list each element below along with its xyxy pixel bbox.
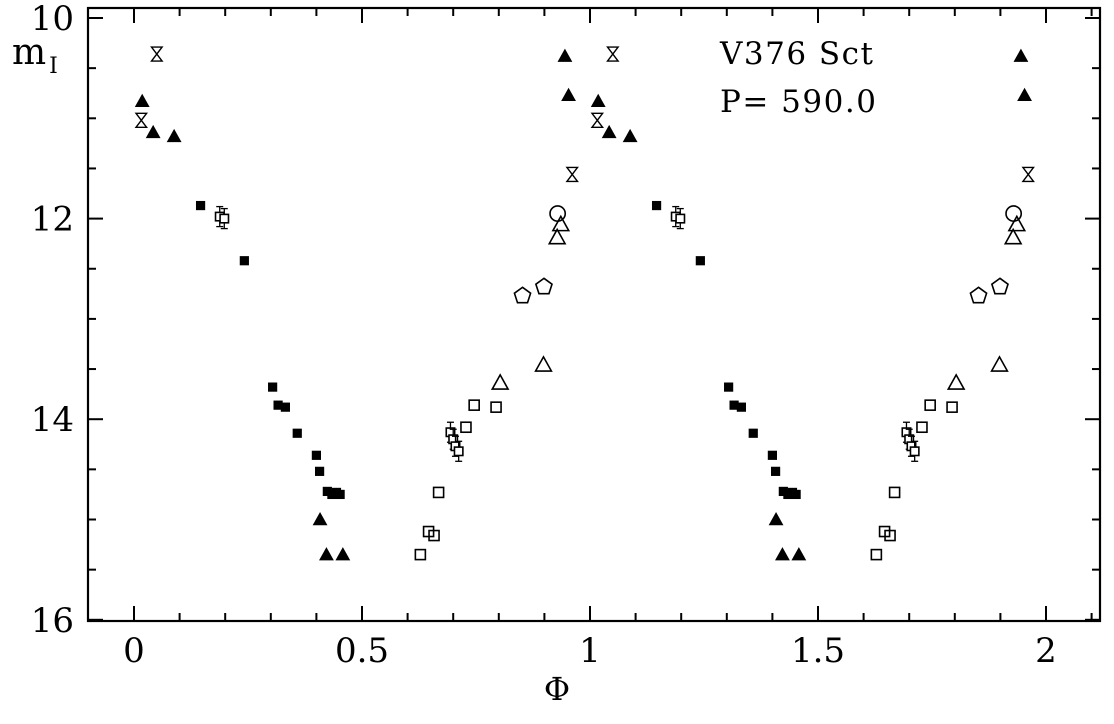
x-tick-label: 0 bbox=[123, 631, 145, 671]
marker-open-triangle bbox=[1003, 227, 1023, 245]
marker-open-pentagon bbox=[969, 286, 988, 304]
marker-hourglass bbox=[1021, 166, 1035, 183]
marker-filled-triangle bbox=[166, 128, 182, 143]
marker-open-triangle bbox=[946, 373, 966, 390]
marker-filled-square bbox=[335, 489, 345, 500]
marker-filled-square bbox=[280, 402, 290, 412]
plot-frame bbox=[86, 6, 1102, 623]
marker-open-triangle bbox=[547, 227, 567, 245]
marker-filled-triangle bbox=[557, 48, 573, 62]
marker-filled-square bbox=[724, 382, 734, 392]
marker-open-square bbox=[888, 486, 901, 499]
y-tick-label: 14 bbox=[31, 400, 74, 440]
x-tick-label: 0.5 bbox=[335, 631, 389, 671]
marker-filled-square bbox=[767, 450, 777, 460]
marker-filled-triangle bbox=[335, 547, 351, 561]
marker-hourglass bbox=[565, 166, 579, 183]
marker-filled-triangle bbox=[145, 124, 161, 139]
marker-open-square bbox=[870, 548, 883, 561]
marker-open-square-errorbar bbox=[453, 440, 464, 462]
y-tick-label: 12 bbox=[31, 200, 74, 240]
marker-open-circle bbox=[1005, 205, 1023, 222]
marker-filled-square bbox=[695, 256, 705, 266]
annotation: V376 Sct P= 590.0 bbox=[720, 30, 877, 126]
marker-open-pentagon bbox=[534, 277, 553, 295]
marker-open-square-errorbar bbox=[219, 207, 230, 230]
marker-open-square-errorbar bbox=[909, 440, 920, 462]
marker-filled-triangle bbox=[561, 87, 576, 102]
marker-open-square bbox=[490, 401, 502, 413]
marker-open-square bbox=[946, 401, 958, 413]
marker-filled-triangle bbox=[601, 124, 617, 139]
marker-filled-triangle bbox=[622, 128, 638, 143]
marker-filled-square bbox=[311, 450, 321, 460]
y-axis-label-sub: I bbox=[49, 54, 59, 79]
marker-filled-triangle bbox=[590, 93, 606, 108]
marker-open-triangle bbox=[990, 355, 1009, 372]
marker-open-square bbox=[432, 486, 445, 499]
marker-filled-triangle bbox=[134, 93, 150, 108]
y-tick-label: 16 bbox=[31, 601, 74, 641]
marker-hourglass bbox=[590, 112, 605, 129]
marker-hourglass bbox=[150, 46, 164, 62]
marker-open-square bbox=[460, 421, 472, 434]
marker-open-square bbox=[884, 529, 896, 542]
marker-filled-square bbox=[729, 400, 739, 410]
marker-filled-triangle bbox=[768, 512, 784, 526]
marker-open-circle bbox=[549, 205, 567, 222]
marker-filled-square bbox=[791, 489, 801, 500]
marker-filled-triangle bbox=[312, 512, 328, 526]
marker-filled-square bbox=[770, 466, 781, 476]
period-label: P= 590.0 bbox=[720, 84, 878, 121]
y-axis-label: mI bbox=[12, 32, 59, 79]
x-tick-label: 1.5 bbox=[791, 631, 845, 671]
marker-open-triangle bbox=[551, 214, 571, 232]
marker-filled-square bbox=[736, 402, 746, 412]
marker-open-square bbox=[924, 399, 936, 411]
marker-open-square bbox=[414, 548, 427, 561]
star-name: V376 Sct bbox=[720, 36, 875, 72]
marker-open-pentagon bbox=[990, 277, 1009, 295]
marker-open-triangle bbox=[1007, 214, 1027, 232]
marker-filled-square bbox=[314, 466, 325, 476]
x-tick-label: 2 bbox=[1035, 631, 1057, 671]
x-tick-label: 1 bbox=[579, 631, 601, 671]
marker-filled-square bbox=[748, 428, 758, 438]
marker-filled-square bbox=[239, 256, 249, 266]
marker-filled-square bbox=[195, 200, 206, 211]
marker-filled-square bbox=[273, 400, 283, 410]
marker-filled-triangle bbox=[319, 547, 334, 561]
marker-filled-square bbox=[268, 382, 278, 392]
marker-filled-triangle bbox=[1013, 48, 1029, 62]
y-tick-label: 10 bbox=[31, 0, 74, 39]
marker-open-square bbox=[916, 421, 928, 434]
marker-open-square bbox=[428, 529, 440, 542]
y-axis-label-main: m bbox=[12, 32, 48, 73]
marker-open-triangle bbox=[534, 355, 553, 372]
marker-filled-square bbox=[651, 200, 662, 211]
marker-open-pentagon bbox=[513, 286, 532, 304]
marker-hourglass bbox=[606, 46, 620, 62]
marker-filled-triangle bbox=[791, 547, 807, 561]
marker-hourglass bbox=[134, 112, 149, 129]
marker-open-square bbox=[468, 399, 480, 411]
x-axis-label: Φ bbox=[543, 670, 571, 708]
marker-filled-square bbox=[292, 428, 302, 438]
marker-filled-triangle bbox=[1017, 87, 1032, 102]
marker-open-triangle bbox=[490, 373, 510, 390]
marker-filled-triangle bbox=[775, 547, 790, 561]
marker-open-square-errorbar bbox=[675, 207, 686, 230]
